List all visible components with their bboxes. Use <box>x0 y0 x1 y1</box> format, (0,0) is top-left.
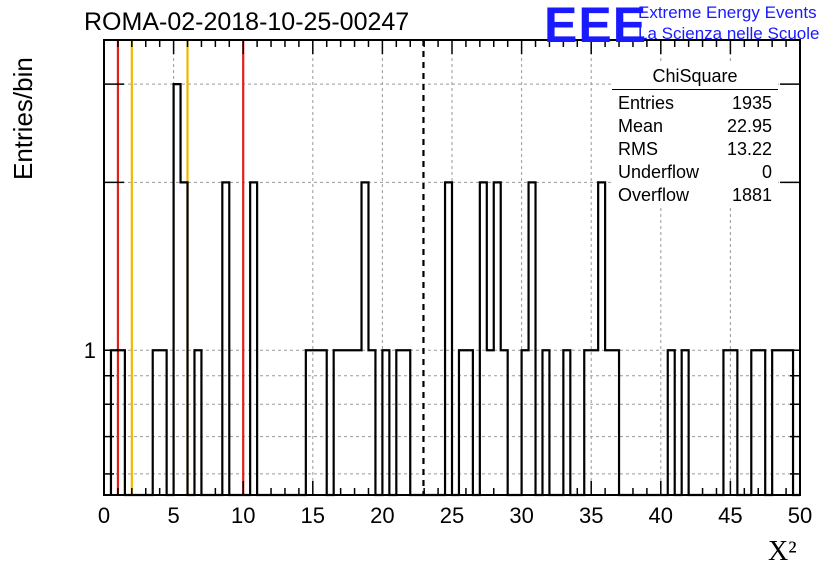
stat-value: 13.22 <box>726 139 772 159</box>
x-tick-label: 0 <box>98 503 110 528</box>
x-tick-label: 10 <box>231 503 255 528</box>
logo-subtitle-2: La Scienza nelle Scuole <box>638 24 820 43</box>
stat-value: 1881 <box>731 185 772 205</box>
x-tick-label: 5 <box>167 503 179 528</box>
stat-row-mean: Mean 22.95 <box>612 115 778 138</box>
tick-labels: 0 5 10 15 20 25 30 35 40 45 50 1 <box>84 338 812 528</box>
stat-label: Entries <box>618 93 675 113</box>
stat-label: RMS <box>618 139 658 159</box>
logo-subtitle-1: Extreme Energy Events <box>638 3 817 22</box>
stat-label: Mean <box>618 116 664 136</box>
stat-row-entries: Entries 1935 <box>612 92 778 115</box>
eee-logo: EEE <box>544 0 648 53</box>
x-tick-label: 30 <box>509 503 533 528</box>
x-tick-label: 35 <box>579 503 603 528</box>
stats-title: ChiSquare <box>612 64 778 90</box>
stat-row-rms: RMS 13.22 <box>612 138 778 161</box>
x-axis-label: X² <box>768 536 797 567</box>
cut-lines <box>116 40 425 495</box>
y-axis-label: Entries/bin <box>8 57 38 180</box>
stats-box: ChiSquare Entries 1935 Mean 22.95 RMS 13… <box>612 64 778 207</box>
stat-row-underflow: Underflow 0 <box>612 161 778 184</box>
stat-value: 1935 <box>731 93 772 113</box>
axis-ticks <box>103 40 801 495</box>
stat-value: 22.95 <box>726 116 772 136</box>
stat-value: 0 <box>761 162 772 182</box>
x-tick-label: 40 <box>649 503 673 528</box>
x-tick-label: 15 <box>301 503 325 528</box>
x-tick-label: 20 <box>370 503 394 528</box>
stat-label: Overflow <box>618 185 690 205</box>
x-tick-label: 50 <box>788 503 812 528</box>
x-tick-label: 25 <box>440 503 464 528</box>
run-title: ROMA-02-2018-10-25-00247 <box>84 8 410 36</box>
y-tick-label: 1 <box>84 338 96 363</box>
x-tick-label: 45 <box>718 503 742 528</box>
stat-label: Underflow <box>618 162 700 182</box>
stat-row-overflow: Overflow 1881 <box>612 184 778 207</box>
